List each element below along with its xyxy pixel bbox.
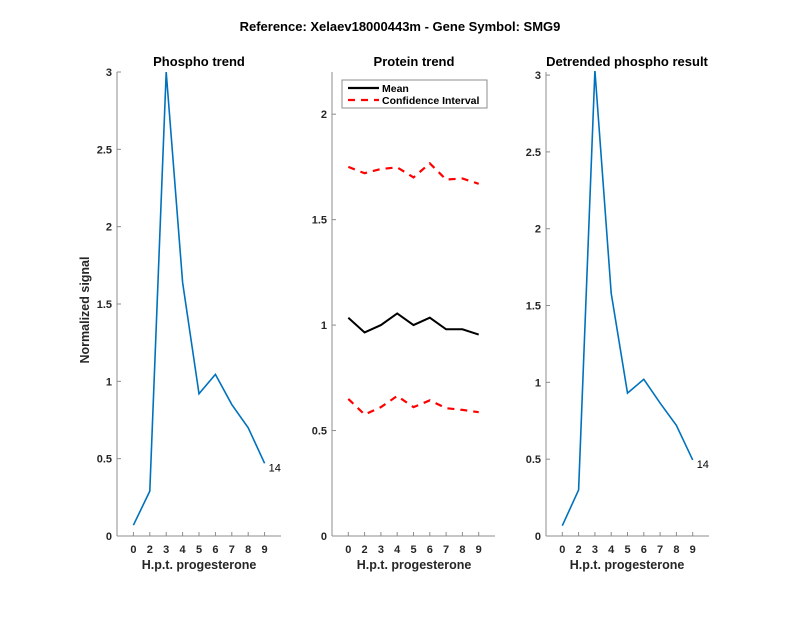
- y-tick-label: 0.5: [526, 454, 541, 466]
- x-tick-label: 0: [559, 544, 565, 556]
- x-tick-label: 8: [459, 544, 465, 556]
- x-tick-label: 4: [180, 544, 187, 556]
- x-tick-label: 8: [245, 544, 251, 556]
- x-tick-label: 6: [427, 544, 433, 556]
- legend: Mean Confidence Interval: [341, 79, 488, 109]
- chart-title: Detrended phospho result: [546, 54, 708, 69]
- y-tick-label: 0: [535, 531, 541, 543]
- panel-phospho-trend: Phospho trend H.p.t. progesterone Normal…: [78, 54, 281, 572]
- y-tick-label: 2.5: [97, 144, 112, 156]
- figure-suptitle: Reference: Xelaev18000443m - Gene Symbol…: [240, 19, 561, 34]
- x-tick-label: 0: [130, 544, 136, 556]
- y-tick-label: 0: [106, 531, 112, 543]
- series-end-label: 14: [697, 459, 709, 471]
- x-tick-label: 6: [212, 544, 218, 556]
- y-tick-label: 1: [535, 377, 541, 389]
- y-tick-label: 1: [321, 320, 327, 332]
- y-tick-label: 1: [106, 376, 112, 388]
- series-line-mean: [347, 312, 480, 336]
- legend-entry-mean: Mean: [382, 83, 409, 95]
- series-end-label: 14: [269, 462, 281, 474]
- x-axis-label: H.p.t. progesterone: [142, 558, 257, 572]
- panel-protein-trend: Protein trend H.p.t. progesterone 0 0.5 1 1…: [312, 54, 495, 572]
- x-tick-label: 5: [410, 544, 416, 556]
- y-tick-label: 0: [321, 531, 327, 543]
- y-tick-label: 3: [535, 70, 541, 82]
- x-tick-label: 9: [690, 544, 696, 556]
- x-tick-label: 3: [163, 544, 169, 556]
- series-line-confidence-interval-lower: [347, 394, 479, 416]
- x-tick-label: 7: [229, 544, 235, 556]
- x-tick-label: 7: [657, 544, 663, 556]
- y-tick-label: 1.5: [312, 215, 327, 227]
- x-axis-label: H.p.t. progesterone: [570, 558, 685, 572]
- x-tick-label: 9: [262, 544, 268, 556]
- y-tick-label: 2.5: [526, 147, 541, 159]
- y-tick-label: 2: [535, 224, 541, 236]
- chart-title: Phospho trend: [153, 54, 245, 69]
- x-tick-label: 5: [624, 544, 630, 556]
- y-tick-label: 1.5: [97, 299, 112, 311]
- x-tick-label: 7: [443, 544, 449, 556]
- y-tick-label: 2: [321, 109, 327, 121]
- x-tick-label: 6: [641, 544, 647, 556]
- x-axis-label: H.p.t. progesterone: [357, 558, 472, 572]
- y-tick-label: 0.5: [97, 454, 112, 466]
- x-tick-label: 3: [378, 544, 384, 556]
- x-tick-label: 9: [476, 544, 482, 556]
- x-tick-label: 0: [345, 544, 351, 556]
- x-tick-label: 2: [362, 544, 368, 556]
- chart-title: Protein trend: [374, 54, 455, 69]
- y-tick-label: 0.5: [312, 426, 327, 438]
- legend-entry-confidence-interval: Confidence Interval: [382, 95, 480, 107]
- legend-box: [341, 79, 488, 109]
- x-tick-label: 5: [196, 544, 202, 556]
- y-tick-label: 3: [106, 67, 112, 79]
- series-line-confidence-interval-upper: [347, 161, 480, 185]
- x-tick-label: 8: [673, 544, 679, 556]
- x-tick-label: 2: [576, 544, 582, 556]
- y-tick-label: 2: [106, 222, 112, 234]
- y-tick-label: 1.5: [526, 301, 541, 313]
- panel-detrended-phospho: Detrended phospho result H.p.t. progeste…: [526, 54, 709, 572]
- x-tick-label: 4: [394, 544, 401, 556]
- series-line-phospho: [132, 71, 266, 526]
- series-line-detrended-phospho: [561, 71, 694, 527]
- x-tick-label: 4: [608, 544, 615, 556]
- x-tick-label: 3: [592, 544, 598, 556]
- x-tick-label: 2: [147, 544, 153, 556]
- y-axis-label: Normalized signal: [78, 257, 92, 364]
